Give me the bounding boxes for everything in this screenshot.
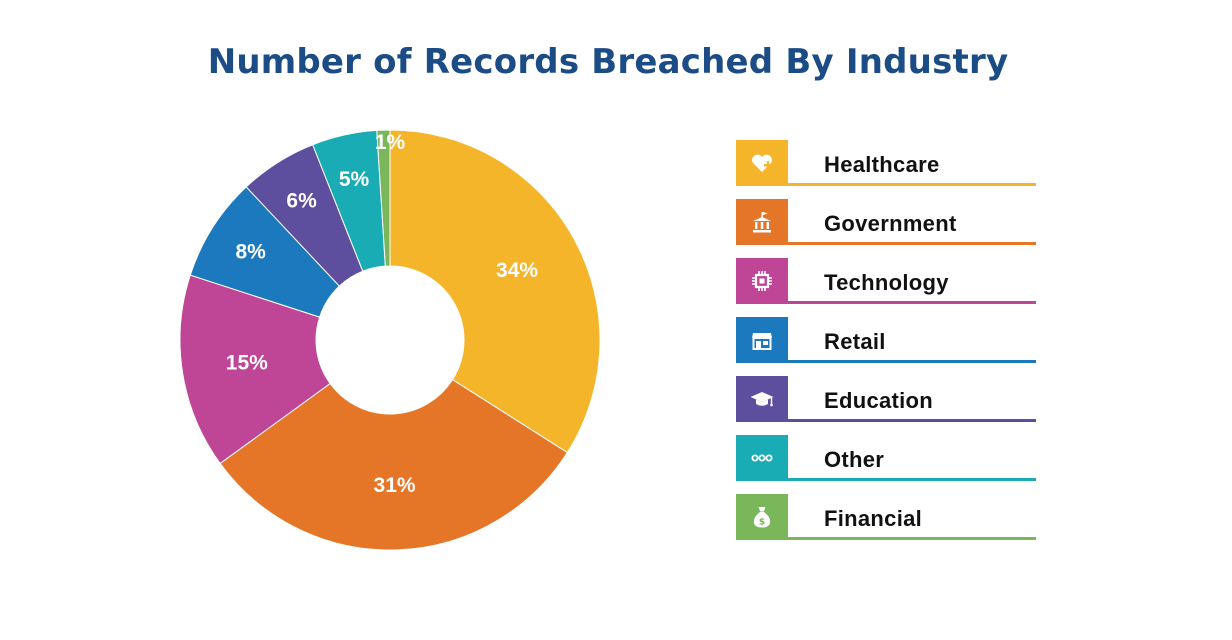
legend-item-government: Government: [736, 199, 1036, 245]
chip-icon: [752, 271, 772, 291]
svg-text:$: $: [759, 518, 765, 528]
legend-swatch: $: [736, 494, 788, 540]
legend-item-other: Other: [736, 435, 1036, 481]
legend-label: Retail: [824, 329, 886, 354]
legend-underline: [788, 301, 1036, 304]
chart-title: Number of Records Breached By Industry: [207, 42, 1009, 82]
government-building-icon: [753, 212, 771, 233]
legend-item-financial: $ Financial: [736, 494, 1036, 540]
slice-government: [219, 378, 568, 551]
graduation-cap-icon: [750, 392, 774, 407]
slice-label-healthcare: 34%: [496, 259, 538, 282]
legend-swatch: [736, 317, 788, 363]
slice-label-education: 6%: [286, 190, 317, 213]
legend-swatch: [736, 376, 788, 422]
slice-technology: [179, 274, 331, 465]
slice-label-technology: 15%: [226, 352, 268, 375]
legend-item-education: Education: [736, 376, 1036, 422]
ellipsis-icon: [751, 454, 773, 462]
slice-label-government: 31%: [374, 474, 416, 497]
legend-underline: [788, 242, 1036, 245]
legend-swatch: [736, 258, 788, 304]
legend-label: Other: [824, 447, 885, 472]
slice-healthcare: [389, 129, 601, 454]
heart-plus-icon: [752, 154, 772, 172]
slice-label-financial: 1%: [375, 131, 406, 154]
storefront-icon: [752, 333, 772, 350]
legend-underline: [788, 419, 1036, 422]
slice-label-other: 5%: [339, 168, 370, 191]
legend-item-retail: Retail: [736, 317, 1036, 363]
legend-underline: [788, 537, 1036, 540]
legend-label: Financial: [824, 506, 923, 531]
legend-underline: [788, 183, 1036, 186]
money-bag-icon: $: [753, 507, 771, 528]
slice-label-retail: 8%: [236, 241, 267, 264]
legend-swatch: [736, 140, 788, 186]
legend-label: Education: [824, 388, 934, 413]
legend-label: Healthcare: [824, 152, 940, 177]
legend-swatch: [736, 199, 788, 245]
slice-financial: [376, 129, 391, 267]
legend: Healthcare Government Technology Retail Educ…: [736, 140, 1036, 553]
donut-chart: 34% 31% 15% 8% 6% 5%1%: [179, 129, 601, 551]
legend-item-technology: Technology: [736, 258, 1036, 304]
legend-label: Technology: [824, 270, 949, 295]
legend-underline: [788, 478, 1036, 481]
legend-item-healthcare: Healthcare: [736, 140, 1036, 186]
legend-underline: [788, 360, 1036, 363]
legend-swatch: [736, 435, 788, 481]
legend-label: Government: [824, 211, 957, 236]
